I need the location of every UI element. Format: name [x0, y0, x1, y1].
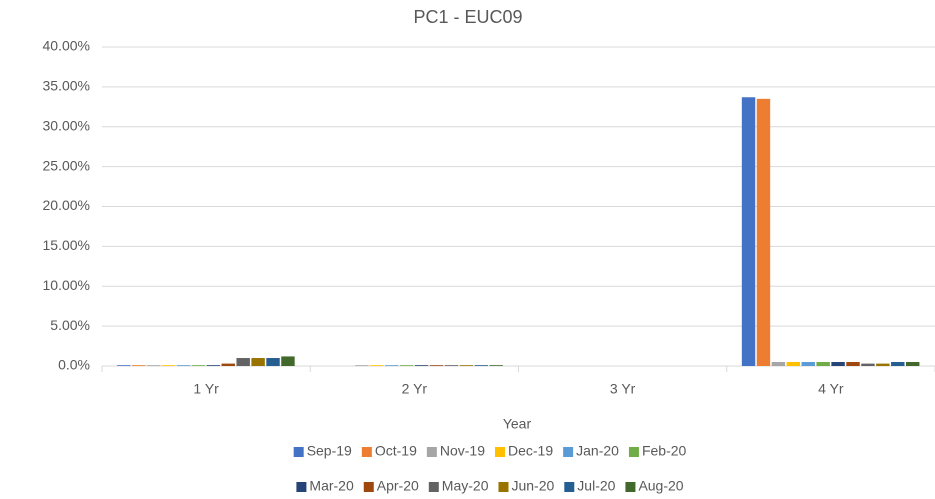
- y-tick-label: 15.00%: [43, 237, 90, 253]
- bar: [474, 365, 488, 366]
- bar: [176, 365, 191, 366]
- bar: [905, 362, 920, 366]
- legend-swatch: [563, 447, 574, 457]
- bar: [846, 362, 860, 366]
- bar: [489, 365, 503, 366]
- legend-row: Sep-19 Oct-19 Nov-19 Dec-19 Jan-20 Feb-20: [293, 443, 687, 459]
- y-tick-label: 0.0%: [58, 357, 90, 373]
- bar: [741, 97, 756, 367]
- legend-label: Dec-19: [508, 443, 553, 459]
- y-tick-label: 10.00%: [43, 277, 90, 293]
- bar: [355, 365, 369, 366]
- bar: [756, 98, 771, 367]
- bar: [132, 365, 146, 366]
- bar: [161, 365, 176, 366]
- legend-label: Mar-20: [309, 478, 354, 494]
- x-tick-label: 3 Yr: [610, 381, 636, 397]
- legend-label: Jan-20: [576, 443, 619, 459]
- legend-label: Oct-19: [375, 443, 417, 459]
- bar: [444, 365, 459, 366]
- bar: [385, 365, 399, 366]
- legend-row: Mar-20 Apr-20 May-20 Jun-20 Jul-20 Aug-20: [296, 478, 684, 494]
- bar: [459, 365, 474, 366]
- y-tick-label: 40.00%: [43, 38, 90, 54]
- legend-label: Apr-20: [377, 478, 419, 494]
- bar: [399, 365, 414, 366]
- bar: [281, 356, 295, 366]
- legend-swatch: [625, 482, 636, 492]
- y-tick-label: 35.00%: [43, 78, 90, 94]
- legend-label: Jul-20: [577, 478, 615, 494]
- legend-label: Nov-19: [440, 443, 485, 459]
- legend-label: Jun-20: [511, 478, 554, 494]
- bar: [236, 358, 250, 366]
- legend-swatch: [296, 482, 307, 492]
- y-tick-label: 25.00%: [43, 157, 90, 173]
- x-tick-label: 2 Yr: [402, 381, 428, 397]
- bar: [370, 365, 384, 366]
- legend-swatch: [293, 447, 304, 457]
- x-tick-label: 4 Yr: [818, 381, 844, 397]
- y-tick-label: 30.00%: [43, 117, 90, 133]
- legend-swatch: [498, 482, 509, 492]
- bar: [831, 362, 845, 366]
- bar: [191, 365, 206, 366]
- x-axis-title: Year: [503, 416, 532, 432]
- bar: [771, 362, 786, 366]
- bar: [221, 363, 235, 366]
- legend-swatch: [363, 482, 374, 492]
- bar: [861, 363, 875, 366]
- bar: [429, 365, 444, 366]
- legend-swatch: [495, 447, 505, 457]
- bar: [206, 365, 221, 366]
- legend-swatch: [426, 447, 437, 457]
- bar: [891, 362, 905, 366]
- bar: [117, 365, 131, 366]
- chart-title: PC1 - EUC09: [413, 7, 522, 27]
- bar: [414, 365, 429, 366]
- bar: [251, 358, 265, 366]
- legend-swatch: [428, 482, 439, 492]
- bar: [146, 365, 161, 366]
- legend-label: Sep-19: [307, 443, 352, 459]
- x-tick-label: 1 Yr: [193, 381, 219, 397]
- legend-swatch: [564, 482, 575, 492]
- legend-label: May-20: [442, 478, 489, 494]
- y-tick-label: 5.00%: [50, 317, 90, 333]
- legend-swatch: [628, 447, 639, 457]
- y-tick-label: 20.00%: [43, 197, 90, 213]
- legend-label: Aug-20: [638, 478, 683, 494]
- legend-swatch: [361, 447, 372, 457]
- legend-label: Feb-20: [642, 443, 687, 459]
- bar: [786, 362, 801, 366]
- bar: [266, 358, 280, 366]
- bar: [876, 363, 890, 366]
- bar: [801, 362, 815, 366]
- bar: [816, 362, 830, 366]
